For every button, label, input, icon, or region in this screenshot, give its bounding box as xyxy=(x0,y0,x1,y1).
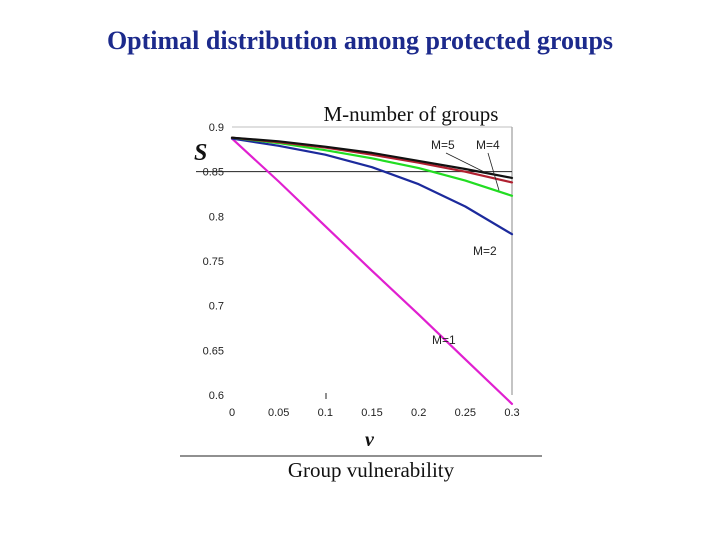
annot-m4: M=4 xyxy=(476,138,500,152)
x-tick-label: 0.2 xyxy=(411,407,426,419)
x-tick-labels: 0 0.05 0.1 0.15 0.2 0.25 0.3 xyxy=(229,407,520,419)
y-tick-label: 0.8 xyxy=(209,211,224,223)
y-axis-label: S xyxy=(194,140,207,166)
y-tick-label: 0.85 xyxy=(203,167,224,179)
y-tick-label: 0.6 xyxy=(209,390,224,402)
y-tick-labels: 0.9 0.85 0.8 0.75 0.7 0.65 0.6 xyxy=(203,122,224,402)
series-line-1 xyxy=(230,137,514,236)
y-tick-label: 0.75 xyxy=(203,256,224,268)
x-tick-label: 0.1 xyxy=(318,407,333,419)
x-tick-label: 0.3 xyxy=(504,407,519,419)
slide-title: Optimal distribution among protected gro… xyxy=(106,26,614,55)
label-callouts xyxy=(445,152,500,191)
y-tick-label: 0.65 xyxy=(203,345,224,357)
series-line-4 xyxy=(230,136,514,179)
callout-m5 xyxy=(445,152,489,175)
series-line-0 xyxy=(230,137,514,405)
y-tick-label: 0.9 xyxy=(209,122,224,134)
x-axis-label: v xyxy=(365,429,375,451)
annot-m5: M=5 xyxy=(431,138,455,152)
annot-m2: M=2 xyxy=(473,244,497,258)
chart-caption: Group vulnerability xyxy=(287,458,455,482)
chart-subtitle: M-number of groups xyxy=(323,102,499,126)
x-tick-label: 0.25 xyxy=(455,407,476,419)
y-tick-label: 0.7 xyxy=(209,301,224,313)
x-tick-label: 0.15 xyxy=(361,407,382,419)
x-tick-label: 0 xyxy=(229,407,235,419)
callout-m4 xyxy=(487,152,500,191)
x-tick-label: 0.05 xyxy=(268,407,289,419)
annot-m1: M=1 xyxy=(432,333,456,347)
series-layer xyxy=(230,136,514,405)
